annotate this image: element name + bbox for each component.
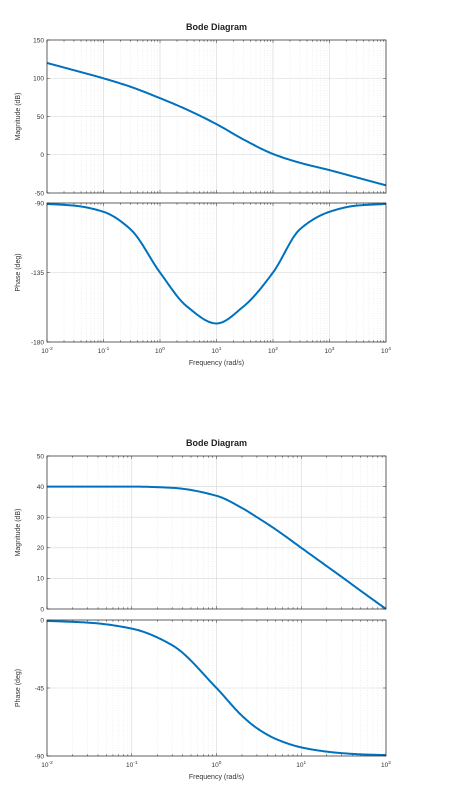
bode-diagram-1: Bode Diagram 150 100 50 0 -50 Magnitude (dB) -9… [15, 22, 391, 367]
magnitude-ylabel: Magnitude (dB) [15, 93, 22, 141]
x-tick-label: 10-2 [41, 346, 53, 355]
magnitude-response-line [46, 61, 387, 187]
x-axis-label: Frequency (rad/s) [189, 774, 244, 781]
magnitude-axes-box [46, 39, 387, 194]
magnitude-y-tick-label: 150 [33, 37, 44, 44]
magnitude-y-tick-label: 0 [40, 152, 44, 159]
magnitude-y-tick-label: 50 [37, 114, 45, 121]
magnitude-y-tick-label: 30 [37, 515, 45, 522]
x-tick-label: 102 [381, 760, 391, 769]
x-tick-label: 102 [268, 346, 278, 355]
magnitude-axes-box [46, 455, 387, 610]
chart-title: Bode Diagram [186, 438, 247, 448]
magnitude-y-tick-label: 50 [37, 453, 45, 460]
x-tick-label: 10-1 [98, 346, 110, 355]
bode-magnitude-panel-1: 50 40 30 20 10 0 Magnitude (dB) [15, 453, 387, 613]
magnitude-y-tick-label: 20 [37, 545, 45, 552]
x-tick-label: 103 [325, 346, 335, 355]
x-tick-label: 101 [212, 346, 222, 355]
phase-y-tick-label: -45 [35, 685, 45, 692]
phase-y-tick-label: -90 [35, 200, 45, 207]
magnitude-y-tick-label: 100 [33, 76, 44, 83]
magnitude-y-tick-label: -50 [35, 190, 45, 197]
phase-axes-box [46, 202, 387, 343]
magnitude-y-tick-label: 10 [37, 576, 45, 583]
x-tick-label: 10-1 [126, 760, 138, 769]
x-tick-label: 104 [381, 346, 391, 355]
phase-y-tick-label: -90 [35, 753, 45, 760]
chart-title: Bode Diagram [186, 22, 247, 32]
bode-magnitude-panel-0: 150 100 50 0 -50 Magnitude (dB) [15, 37, 387, 197]
phase-y-tick-label: -180 [31, 339, 44, 346]
phase-ylabel: Phase (deg) [15, 669, 22, 707]
phase-y-tick-label: -135 [31, 270, 44, 277]
x-tick-label: 100 [155, 346, 165, 355]
phase-ylabel: Phase (deg) [15, 253, 22, 291]
bode-phase-panel-0: -90 -135 -180 Phase (deg) 10-2 10-1 100 101 102 1… [15, 200, 391, 355]
x-tick-label: 101 [296, 760, 306, 769]
phase-response-line [46, 202, 387, 325]
magnitude-y-tick-label: 0 [40, 606, 44, 613]
phase-y-tick-label: 0 [40, 617, 44, 624]
x-tick-label: 100 [212, 760, 222, 769]
phase-axes-box [46, 619, 387, 757]
magnitude-response-line [47, 485, 387, 610]
magnitude-y-tick-label: 40 [37, 484, 45, 491]
x-axis-label: Frequency (rad/s) [189, 360, 244, 367]
x-tick-label: 10-2 [41, 760, 53, 769]
bode-phase-panel-1: 0 -45 -90 Phase (deg) 10-2 10-1 100 101 102 [15, 617, 391, 769]
phase-response-line [46, 619, 387, 757]
magnitude-ylabel: Magnitude (dB) [15, 509, 22, 557]
